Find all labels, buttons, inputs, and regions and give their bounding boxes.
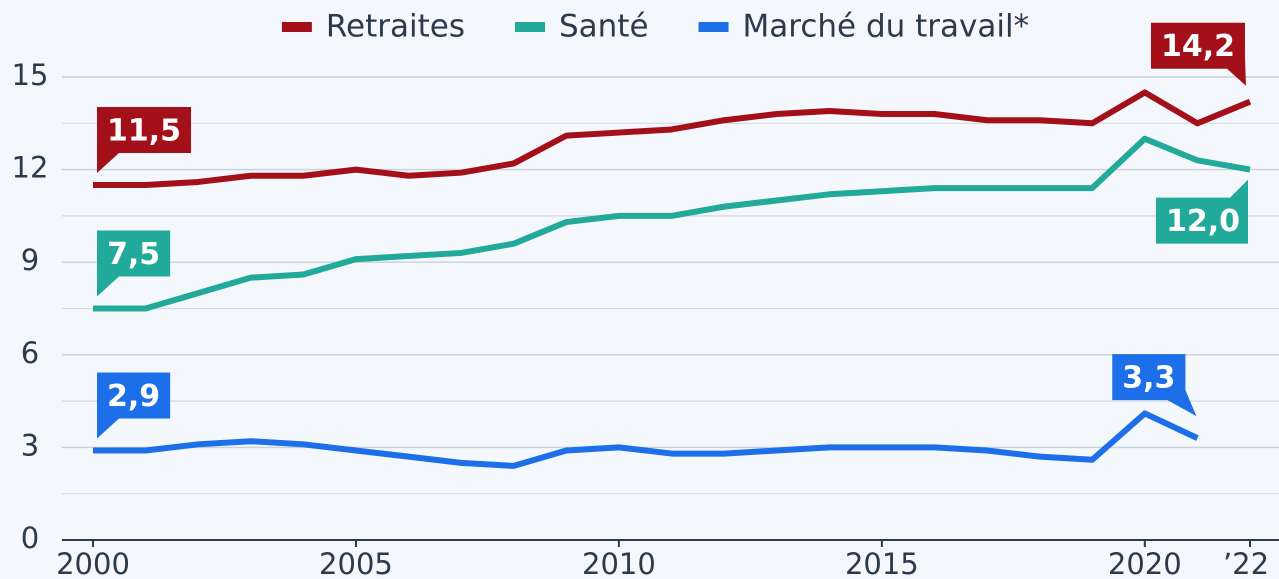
label-box (1150, 22, 1246, 86)
y-tick-label: 12 (12, 151, 49, 185)
label-box (97, 107, 192, 174)
x-tick-label: ’22 (1223, 547, 1269, 579)
data-label-text: 3,3 (1122, 361, 1175, 396)
x-tick-label: 2000 (56, 547, 130, 579)
x-tick-label: 2015 (845, 547, 919, 579)
x-tick-label: 2005 (319, 547, 393, 579)
series-line (93, 89, 1252, 189)
legend-label: Marché du travail* (743, 9, 1030, 45)
legend-swatch (514, 22, 545, 32)
data-label: 2,9 (97, 372, 171, 439)
data-label: 12,0 (1155, 179, 1248, 244)
label-box (1112, 354, 1197, 417)
y-tick-label: 6 (21, 336, 39, 370)
data-label-text: 7,5 (107, 237, 160, 272)
data-label-text: 14,2 (1161, 29, 1235, 64)
y-tick-label: 9 (21, 243, 39, 277)
data-label: 3,3 (1112, 354, 1197, 417)
legend-swatch (698, 22, 729, 32)
x-tick-label: 2010 (582, 547, 656, 579)
data-label: 14,2 (1150, 22, 1246, 86)
label-box (1155, 179, 1248, 244)
y-tick-label: 3 (21, 428, 39, 462)
data-label: 11,5 (97, 107, 192, 174)
data-label-text: 11,5 (107, 114, 181, 149)
legend-label: Santé (559, 9, 649, 45)
x-tick-label: 2020 (1108, 547, 1182, 579)
y-tick-label: 15 (12, 58, 49, 92)
legend-label: Retraites (326, 9, 465, 45)
legend: Retraites Santé Marché du travail* (281, 9, 1030, 45)
data-label: 7,5 (97, 230, 171, 297)
legend-swatch (281, 22, 312, 32)
data-label-text: 12,0 (1166, 204, 1240, 239)
label-box (97, 372, 171, 439)
label-box (97, 230, 171, 297)
series-line (93, 410, 1199, 469)
data-label-text: 2,9 (107, 379, 160, 414)
y-tick-label: 0 (21, 521, 39, 555)
series-line (93, 135, 1251, 312)
